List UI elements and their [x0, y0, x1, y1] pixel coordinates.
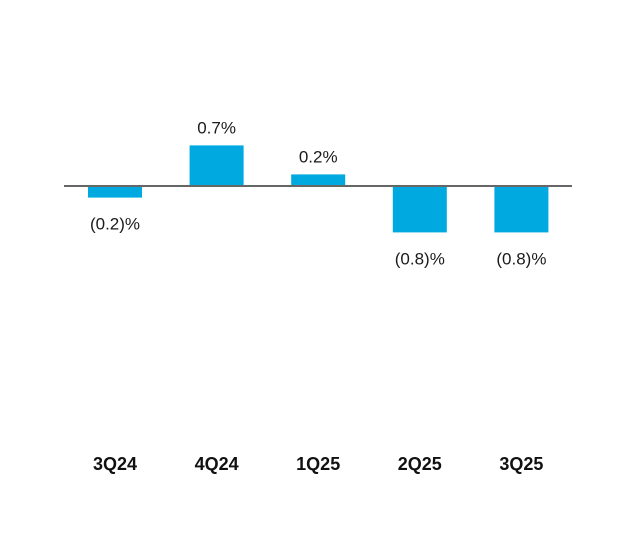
category-label-3q24: 3Q24: [93, 454, 137, 474]
bar-3q25: [494, 186, 549, 233]
value-label-3q25: (0.8)%: [496, 249, 546, 268]
bar-3q24: [88, 186, 142, 198]
value-label-3q24: (0.2)%: [90, 215, 140, 234]
bar-1q25: [291, 174, 346, 186]
category-label-2q25: 2Q25: [398, 454, 442, 474]
value-label-4q24: 0.7%: [197, 118, 236, 137]
category-label-3q25: 3Q25: [499, 454, 543, 474]
value-label-2q25: (0.8)%: [395, 249, 445, 268]
bar-2q25: [392, 186, 447, 233]
category-labels-layer: 3Q24 4Q24 1Q25 2Q25 3Q25: [93, 454, 543, 474]
value-label-1q25: 0.2%: [299, 147, 338, 166]
category-label-1q25: 1Q25: [296, 454, 340, 474]
bars-layer: [88, 145, 549, 233]
category-label-4q24: 4Q24: [195, 454, 239, 474]
bar-4q24: [189, 145, 244, 186]
value-labels-layer: (0.2)% 0.7% 0.2% (0.8)% (0.8)%: [90, 118, 546, 268]
